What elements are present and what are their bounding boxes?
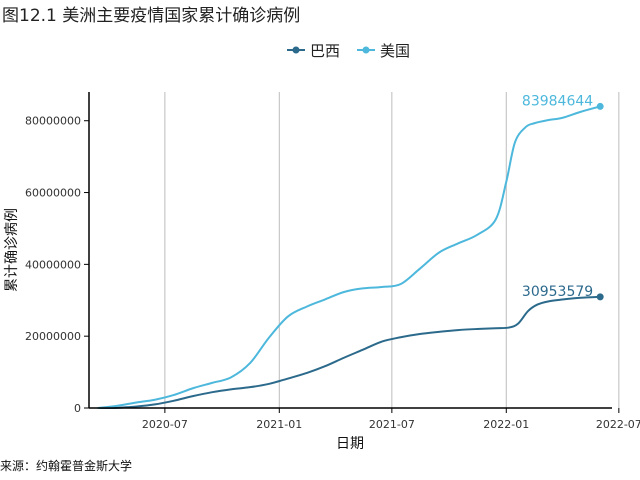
legend-label-usa: 美国 [380,42,410,60]
series-layer: 30953579 83984644 [97,93,604,409]
series-line-usa [97,105,601,409]
legend-marker-brazil [292,46,300,54]
series-end-marker-brazil [596,293,604,301]
x-tick-label-2: 2021-07 [369,418,415,431]
series-end-label-brazil: 30953579 [522,284,593,300]
series-end-marker-usa [596,102,604,110]
y-tick-label-3: 60000000 [25,187,81,200]
y-tick-label-1: 20000000 [25,330,81,343]
x-tick-label-1: 2021-01 [256,418,302,431]
y-tick-label-4: 80000000 [25,115,81,128]
legend-item-usa: 美国 [357,42,410,60]
y-tick-label-2: 40000000 [25,258,81,271]
x-axis-title: 日期 [336,436,364,452]
gridlines [164,92,620,408]
y-ticks: 0 20000000 40000000 60000000 80000000 [25,115,89,415]
legend-label-brazil: 巴西 [310,42,340,60]
chart-title: 图12.1 美洲主要疫情国家累计确诊病例 [2,6,300,26]
x-tick-label-4: 2022-07 [596,418,640,431]
x-tick-label-3: 2022-01 [483,418,529,431]
series-line-brazil [97,295,601,409]
source-note: 来源：约翰霍普金斯大学 [0,458,132,473]
legend-marker-usa [362,46,370,54]
y-axis-title: 累计确诊病例 [4,208,20,292]
x-tick-label-0: 2020-07 [142,418,188,431]
y-tick-label-0: 0 [74,402,81,415]
series-end-label-usa: 83984644 [522,93,593,109]
legend: 巴西 美国 [287,42,410,60]
legend-item-brazil: 巴西 [287,42,340,60]
x-ticks: 2020-07 2021-01 2021-07 2022-01 2022-07 [142,408,640,431]
